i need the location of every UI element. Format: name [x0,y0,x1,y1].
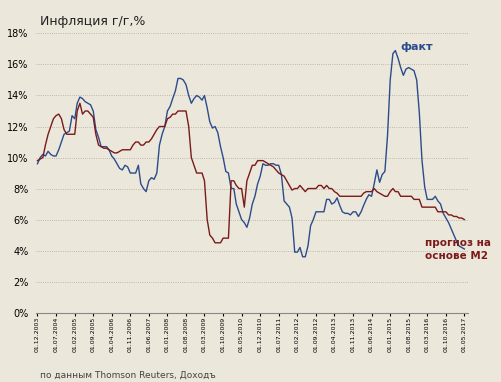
Text: прогноз на
основе М2: прогноз на основе М2 [424,238,490,261]
Text: Инфляция г/г,%: Инфляция г/г,% [40,15,145,28]
Text: по данным Thomson Reuters, Доходъ: по данным Thomson Reuters, Доходъ [40,371,215,380]
Text: факт: факт [400,42,432,52]
